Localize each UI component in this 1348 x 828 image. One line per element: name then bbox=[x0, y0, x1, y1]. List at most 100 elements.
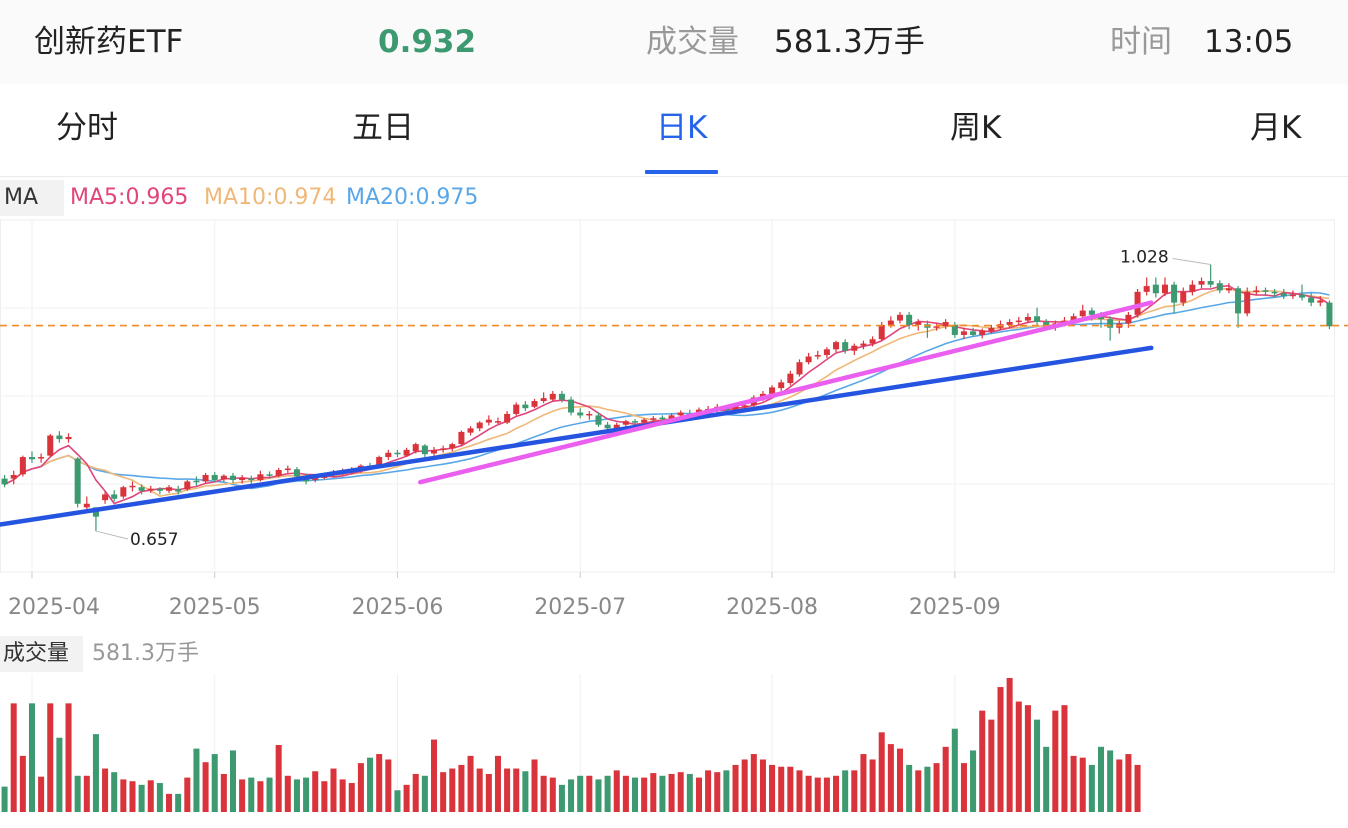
volume-bar bbox=[1070, 755, 1077, 812]
candle-body bbox=[513, 404, 520, 414]
candle-body bbox=[156, 488, 163, 491]
volume-bar bbox=[348, 783, 355, 812]
volume-bar bbox=[805, 775, 812, 812]
volume-bar bbox=[741, 759, 748, 812]
candle-body bbox=[558, 393, 565, 400]
candle-body bbox=[604, 424, 611, 429]
candle-body bbox=[1015, 320, 1022, 323]
volume-bar bbox=[458, 764, 465, 812]
candle-down bbox=[558, 390, 565, 403]
volume-bar bbox=[531, 759, 538, 812]
candle-up bbox=[1289, 290, 1296, 300]
candle-body bbox=[549, 393, 556, 400]
volume-bar bbox=[851, 770, 858, 812]
high-annotation: 1.028 bbox=[1120, 248, 1169, 268]
volume-bar bbox=[1006, 678, 1013, 812]
volume-bar bbox=[138, 784, 145, 812]
candle-body bbox=[586, 413, 593, 416]
candle-up bbox=[622, 419, 629, 427]
volume-bar bbox=[778, 766, 785, 812]
candle-body bbox=[1171, 284, 1178, 303]
candle-down bbox=[28, 451, 35, 463]
volume-bar bbox=[1134, 764, 1141, 812]
candle-down bbox=[568, 396, 575, 416]
volume-chart[interactable] bbox=[0, 674, 1348, 814]
candle-body bbox=[430, 449, 438, 454]
volume-bar bbox=[1125, 754, 1132, 812]
candle-up bbox=[19, 455, 26, 477]
candle-body bbox=[284, 468, 291, 471]
volume-bar bbox=[385, 759, 392, 812]
tab-five-day[interactable]: 五日 bbox=[352, 110, 414, 146]
candle-body bbox=[193, 480, 200, 483]
candle-down bbox=[1326, 300, 1333, 330]
candle-down bbox=[951, 322, 958, 338]
candlestick-chart[interactable]: 2025-04 2025-05 2025-06 2025-07 2025-08 2025-… bbox=[0, 218, 1348, 628]
candle-body bbox=[129, 485, 136, 488]
candle-up bbox=[202, 472, 209, 483]
candle-up bbox=[430, 447, 438, 456]
candle-down bbox=[577, 408, 584, 419]
candle-body bbox=[394, 452, 401, 455]
volume-bar bbox=[257, 781, 264, 812]
candle-down bbox=[1308, 293, 1315, 307]
candle-body bbox=[796, 362, 803, 375]
candle-body bbox=[385, 452, 392, 458]
volume-bar bbox=[1116, 759, 1123, 812]
candle-body bbox=[1225, 288, 1232, 291]
volume-bar bbox=[887, 744, 894, 812]
candle-up bbox=[220, 474, 227, 482]
volume-bar bbox=[869, 759, 876, 812]
candle-body bbox=[83, 503, 90, 508]
candle-up bbox=[549, 390, 556, 402]
candle-body bbox=[522, 404, 529, 409]
volume-bar bbox=[266, 777, 273, 812]
tab-monthly-k[interactable]: 月K bbox=[1250, 110, 1302, 146]
candle-body bbox=[915, 322, 922, 325]
volume-label: 成交量 bbox=[646, 24, 739, 60]
candle-body bbox=[823, 349, 830, 356]
volume-bar bbox=[522, 771, 529, 812]
candle-body bbox=[833, 342, 840, 350]
volume-bar bbox=[102, 768, 109, 812]
volume-bar bbox=[979, 710, 986, 812]
ma-legend: MA MA5:0.965 MA10:0.974 MA20:0.975 bbox=[0, 180, 1348, 216]
volume-bar bbox=[303, 777, 310, 812]
candle-body bbox=[641, 419, 648, 423]
volume-bar bbox=[604, 775, 611, 812]
candle-body bbox=[1289, 294, 1296, 297]
candle-body bbox=[577, 412, 584, 416]
ma-tag[interactable]: MA bbox=[0, 180, 64, 216]
tab-intraday[interactable]: 分时 bbox=[56, 110, 118, 146]
candle-up bbox=[1180, 287, 1187, 307]
candle-body bbox=[960, 331, 967, 335]
candle-up bbox=[412, 442, 419, 454]
candle-body bbox=[220, 475, 227, 480]
volume-bar bbox=[367, 757, 374, 812]
candle-up bbox=[385, 449, 392, 460]
candle-body bbox=[851, 345, 858, 351]
volume-bar bbox=[759, 759, 766, 812]
trend-line-pink bbox=[418, 300, 1154, 485]
candle-up bbox=[65, 433, 72, 443]
tab-weekly-k[interactable]: 周K bbox=[950, 110, 1002, 146]
candle-up bbox=[476, 421, 483, 432]
volume-bar bbox=[677, 772, 684, 812]
candle-body bbox=[111, 494, 118, 499]
volume-bar bbox=[1097, 746, 1105, 812]
candle-body bbox=[1308, 297, 1315, 303]
volume-bar bbox=[960, 763, 967, 812]
candle-body bbox=[1216, 283, 1223, 291]
volume-tag[interactable]: 成交量 bbox=[0, 636, 83, 672]
candle-body bbox=[65, 436, 72, 440]
volume-bar bbox=[10, 703, 17, 812]
volume-bar bbox=[686, 773, 693, 812]
volume-bar bbox=[184, 777, 191, 812]
volume-bar bbox=[933, 763, 940, 812]
tab-daily-k[interactable]: 日K bbox=[656, 110, 708, 146]
candle-up bbox=[83, 496, 90, 511]
candle-up bbox=[1024, 313, 1031, 324]
candle-body bbox=[458, 431, 465, 445]
candle-down bbox=[906, 311, 913, 330]
candle-body bbox=[138, 487, 145, 491]
